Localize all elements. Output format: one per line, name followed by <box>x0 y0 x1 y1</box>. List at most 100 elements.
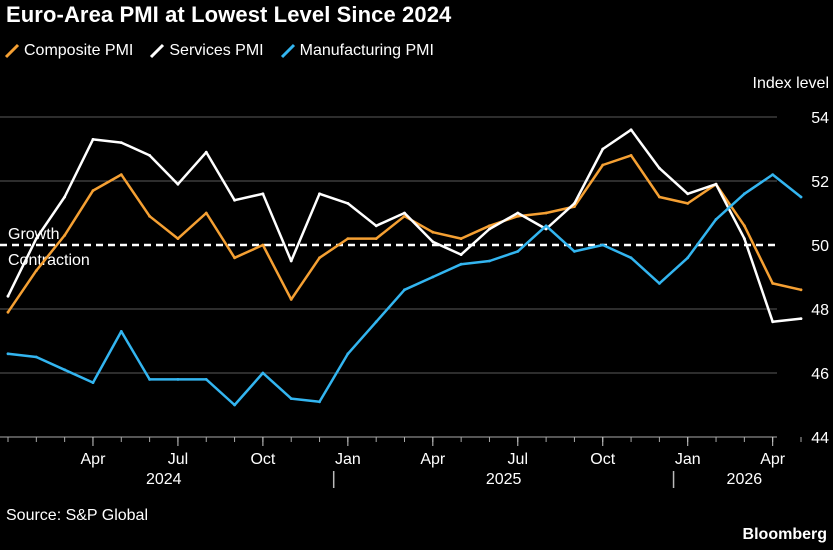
legend-item-services: Services PMI <box>149 42 264 60</box>
x-tick-label-oct: Oct <box>250 451 275 468</box>
data-point-0-12 <box>346 237 350 241</box>
x-tick-label-apr: Apr <box>760 451 786 468</box>
data-point-2-21 <box>601 243 605 247</box>
y-axis-ticks: 44 46 48 50 52 54 <box>811 110 829 447</box>
legend-composite-swatch-icon <box>4 43 20 59</box>
data-point-0-20 <box>573 205 576 209</box>
data-point-1-1 <box>34 237 38 241</box>
data-point-1-4 <box>119 141 123 145</box>
y-tick-label-48: 48 <box>811 302 829 319</box>
data-point-1-6 <box>176 182 180 186</box>
data-point-0-21 <box>601 163 605 167</box>
data-point-1-5 <box>148 154 152 157</box>
data-point-0-7 <box>204 211 208 215</box>
data-point-1-7 <box>204 150 208 154</box>
data-point-1-22 <box>629 128 633 132</box>
data-point-2-22 <box>629 256 633 260</box>
data-point-1-25 <box>714 182 718 186</box>
data-point-0-16 <box>459 237 463 241</box>
data-point-2-6 <box>176 378 180 381</box>
bloomberg-logo: Bloomberg <box>742 526 827 543</box>
x-tick-label-apr: Apr <box>420 451 446 468</box>
data-point-2-25 <box>714 218 718 221</box>
data-point-0-18 <box>516 214 520 218</box>
y-tick-label-46: 46 <box>811 366 829 383</box>
data-point-0-0 <box>6 310 10 314</box>
data-point-0-9 <box>261 243 265 247</box>
data-point-0-19 <box>544 211 548 215</box>
data-point-2-27 <box>771 173 775 177</box>
data-point-2-12 <box>346 352 350 356</box>
series-lines <box>6 128 803 407</box>
series-line-services-pmi <box>6 128 803 324</box>
data-point-1-10 <box>289 259 293 263</box>
source-note: Source: S&P Global <box>6 507 149 524</box>
growth-label: Growth <box>8 226 60 243</box>
data-point-0-23 <box>657 195 661 199</box>
data-point-1-23 <box>657 166 661 170</box>
x-tick-label-oct: Oct <box>590 451 615 468</box>
data-point-1-8 <box>233 198 236 202</box>
data-point-2-0 <box>6 352 10 356</box>
data-point-0-27 <box>771 282 775 285</box>
data-point-0-11 <box>318 256 321 260</box>
y-tick-label-54: 54 <box>811 110 829 127</box>
data-point-2-3 <box>91 381 95 384</box>
data-point-1-3 <box>91 138 95 141</box>
data-point-1-27 <box>771 320 775 324</box>
data-point-1-24 <box>686 192 690 196</box>
data-point-0-26 <box>742 224 746 228</box>
x-axis: Apr Jul Oct Jan Apr Jul Oct Jan Apr 2024 2025 2026 <box>0 436 802 488</box>
y-axis-label: Index level <box>753 75 830 92</box>
data-point-0-4 <box>119 173 123 177</box>
data-point-1-18 <box>516 211 520 215</box>
data-point-2-7 <box>204 378 208 381</box>
data-point-0-22 <box>629 154 633 157</box>
data-point-1-26 <box>742 237 746 241</box>
data-point-2-1 <box>34 355 38 359</box>
legend-services-swatch-icon <box>150 43 165 59</box>
data-point-2-5 <box>148 378 152 381</box>
data-point-2-20 <box>573 250 576 253</box>
data-point-1-21 <box>601 147 605 151</box>
legend-manufacturing-label: Manufacturing PMI <box>299 42 434 59</box>
data-point-2-8 <box>233 403 236 407</box>
data-point-1-9 <box>261 192 265 196</box>
data-point-1-19 <box>544 227 548 231</box>
year-label-2024: 2024 <box>146 471 182 488</box>
data-point-1-14 <box>403 211 406 215</box>
data-point-0-5 <box>148 214 152 218</box>
data-point-0-1 <box>34 269 38 272</box>
legend-composite-label: Composite PMI <box>24 42 134 59</box>
data-point-2-4 <box>119 330 123 333</box>
x-tick-label-jul: Jul <box>508 451 528 468</box>
data-point-2-17 <box>488 259 491 263</box>
data-point-0-13 <box>374 237 378 241</box>
x-tick-label-jul: Jul <box>168 451 188 468</box>
data-point-1-20 <box>573 202 576 205</box>
data-point-1-11 <box>318 192 321 196</box>
data-point-0-14 <box>403 214 406 218</box>
data-point-1-16 <box>459 253 463 256</box>
data-point-1-0 <box>6 294 10 298</box>
data-point-2-10 <box>289 397 293 400</box>
legend-manufacturing-swatch-icon <box>280 43 295 59</box>
data-point-0-8 <box>233 256 236 260</box>
data-point-2-14 <box>403 288 406 292</box>
chart-title: Euro-Area PMI at Lowest Level Since 2024 <box>6 2 452 27</box>
data-point-1-2 <box>63 195 67 199</box>
data-point-2-18 <box>516 250 520 253</box>
data-point-1-12 <box>346 202 350 205</box>
data-point-2-9 <box>261 371 265 375</box>
data-point-1-15 <box>431 240 435 244</box>
y-tick-label-52: 52 <box>811 174 829 191</box>
data-point-0-28 <box>799 288 803 292</box>
data-point-0-2 <box>63 234 67 237</box>
y-tick-label-50: 50 <box>811 238 829 255</box>
data-point-1-28 <box>799 317 803 320</box>
x-tick-label-jan: Jan <box>335 451 361 468</box>
data-point-0-3 <box>91 189 95 193</box>
x-tick-label-jan: Jan <box>675 451 701 468</box>
